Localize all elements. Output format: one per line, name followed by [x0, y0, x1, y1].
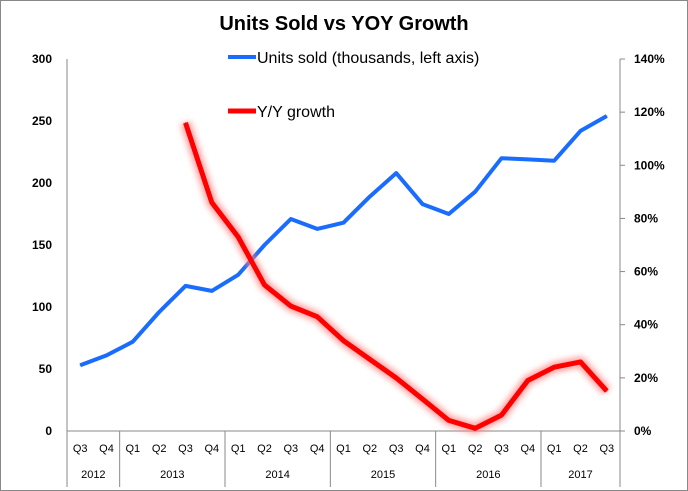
point-growth — [606, 390, 608, 392]
quarter-label: Q2 — [362, 443, 377, 455]
quarter-label: Q3 — [389, 443, 404, 455]
point-units — [79, 364, 81, 366]
left-tick-label: 100 — [32, 300, 52, 314]
quarter-label: Q3 — [178, 443, 193, 455]
quarter-label: Q4 — [310, 443, 325, 455]
left-tick-label: 50 — [39, 362, 53, 376]
quarter-label: Q3 — [599, 443, 614, 455]
point-units — [501, 157, 502, 159]
point-growth — [290, 305, 292, 307]
point-units — [422, 203, 423, 205]
point-growth — [527, 380, 529, 382]
point-growth — [501, 414, 502, 416]
quarter-label: Q4 — [520, 443, 535, 455]
year-label: 2015 — [371, 469, 395, 481]
point-growth — [237, 236, 239, 238]
point-units — [290, 218, 292, 220]
point-growth — [395, 377, 397, 379]
quarter-label: Q4 — [415, 443, 430, 455]
point-units — [211, 290, 213, 292]
point-units — [448, 213, 450, 215]
quarter-label: Q1 — [125, 443, 140, 455]
right-tick-label: 140% — [634, 52, 665, 66]
quarter-label: Q2 — [257, 443, 272, 455]
point-growth — [580, 361, 581, 363]
point-units — [132, 341, 134, 343]
year-label: 2012 — [81, 469, 105, 481]
point-growth — [474, 427, 476, 429]
point-units — [474, 191, 476, 193]
legend: Units sold (thousands, left axis) Y/Y gr… — [228, 50, 479, 121]
left-tick-label: 150 — [32, 238, 52, 252]
point-units — [580, 130, 581, 132]
point-growth — [211, 201, 213, 203]
right-tick-label: 20% — [634, 371, 658, 385]
left-tick-label: 200 — [32, 176, 52, 190]
left-tick-label: 0 — [45, 424, 52, 438]
point-units — [158, 311, 160, 313]
quarter-label: Q1 — [441, 443, 456, 455]
point-growth — [185, 122, 186, 124]
point-units — [395, 172, 397, 174]
quarter-label: Q4 — [204, 443, 219, 455]
point-units — [264, 244, 265, 246]
point-growth — [369, 358, 371, 360]
point-units — [343, 222, 344, 224]
year-label: 2016 — [476, 469, 500, 481]
point-growth — [422, 398, 423, 400]
right-tick-label: 120% — [634, 105, 665, 119]
right-tick-label: 0% — [634, 424, 652, 438]
quarter-label: Q3 — [73, 443, 88, 455]
quarter-label: Q3 — [494, 443, 509, 455]
point-growth — [553, 366, 555, 368]
point-units — [553, 160, 555, 162]
right-tick-label: 80% — [634, 211, 658, 225]
right-tick-label: 40% — [634, 318, 658, 332]
point-units — [316, 228, 318, 230]
year-label: 2014 — [265, 469, 289, 481]
point-units — [527, 158, 529, 160]
right-tick-label: 60% — [634, 265, 658, 279]
legend-label-units: Units sold (thousands, left axis) — [257, 50, 479, 67]
quarter-label: Q3 — [283, 443, 298, 455]
point-growth — [316, 316, 318, 318]
point-units — [237, 274, 239, 276]
quarter-label: Q1 — [336, 443, 351, 455]
point-growth — [448, 419, 450, 421]
left-tick-label: 300 — [32, 52, 52, 66]
quarter-label: Q2 — [468, 443, 483, 455]
year-label: 2017 — [568, 469, 592, 481]
left-tick-label: 250 — [32, 114, 52, 128]
right-tick-label: 100% — [634, 158, 665, 172]
point-units — [185, 285, 186, 287]
quarter-label: Q2 — [573, 443, 588, 455]
chart-title: Units Sold vs YOY Growth — [219, 13, 468, 35]
point-units — [369, 196, 371, 198]
point-growth — [343, 340, 344, 342]
point-units — [606, 115, 608, 117]
quarter-label: Q1 — [547, 443, 562, 455]
year-label: 2013 — [160, 469, 184, 481]
legend-label-growth: Y/Y growth — [257, 104, 335, 121]
point-growth — [264, 284, 265, 286]
quarter-label: Q2 — [152, 443, 167, 455]
point-units — [106, 354, 107, 356]
quarter-label: Q4 — [99, 443, 114, 455]
quarter-label: Q1 — [231, 443, 246, 455]
